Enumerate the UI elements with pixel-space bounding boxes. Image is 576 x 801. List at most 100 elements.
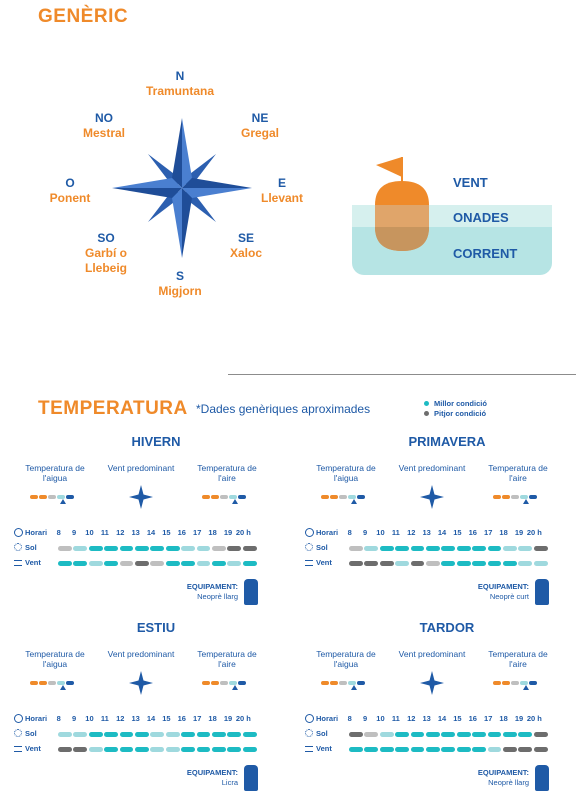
wind-bar-segment <box>58 747 72 752</box>
sun-bar-segment <box>533 546 548 551</box>
wind-bar-segment <box>211 561 226 566</box>
equipment-info: EQUIPAMENT: Neoprè curt <box>417 582 529 602</box>
hour-label: 10 <box>376 714 385 723</box>
scale-segment <box>220 681 228 685</box>
col-label-air: Temperatura de l'aire <box>488 649 548 669</box>
col-label-air: Temperatura de l'aire <box>488 463 548 483</box>
hour-label: 16 <box>177 528 186 537</box>
sun-bar <box>349 546 548 551</box>
sun-bar-segment <box>181 732 196 737</box>
hour-label: 20 h <box>526 528 542 537</box>
sun-bar-segment <box>165 732 180 737</box>
col-label-water: Temperatura de l'aigua <box>25 649 85 669</box>
scale-segment <box>348 495 356 499</box>
wind-icon <box>14 746 22 752</box>
wind-bar-segment <box>134 561 149 566</box>
hour-label: 9 <box>72 528 77 537</box>
row-label-hours: Horari <box>25 714 48 723</box>
wind-star-icon <box>129 485 153 509</box>
sun-bar-segment <box>395 546 410 551</box>
sun-bar-segment <box>196 732 211 737</box>
hour-label: 8 <box>56 714 61 723</box>
hour-label: 8 <box>347 528 352 537</box>
direction-northwest: NO Mestral <box>82 111 126 140</box>
wind-bar-segment <box>456 747 471 752</box>
scale-segment <box>502 681 510 685</box>
wind-bar-segment <box>441 561 456 566</box>
wetsuit-icon <box>244 579 258 605</box>
equipment-value: Neoprè llarg <box>197 592 238 601</box>
hour-label: 17 <box>484 528 493 537</box>
generic-title: GENÈRIC <box>38 6 129 27</box>
direction-southwest: SO Garbí o Llebeig <box>84 231 127 275</box>
scale-segment <box>348 681 356 685</box>
wind-bar <box>58 561 257 566</box>
air-scale <box>202 681 246 686</box>
scale-segment <box>202 681 210 685</box>
sun-bar-segment <box>456 732 471 737</box>
wind-bar-segment <box>119 561 134 566</box>
hour-label: 19 <box>514 714 524 723</box>
hour-label: 12 <box>407 528 416 537</box>
sun-bar-segment <box>487 732 502 737</box>
wind-bar-segment <box>150 747 165 752</box>
hours-row: 8 9 10 11 12 13 14 15 16 17 18 19 20 h <box>51 714 251 723</box>
wind-bar-segment <box>364 561 379 566</box>
scale-segment <box>66 681 74 685</box>
hour-label: 11 <box>100 714 109 723</box>
hour-label: 15 <box>162 714 171 723</box>
row-label-sun: Sol <box>316 543 328 552</box>
wind-bar-segment <box>88 561 103 566</box>
hour-label: 18 <box>208 528 217 537</box>
wind-bar-segment <box>349 561 363 566</box>
scale-segment <box>321 495 329 499</box>
hour-label: 18 <box>208 714 217 723</box>
wind-bar-segment <box>472 747 487 752</box>
hour-label: 11 <box>391 528 400 537</box>
direction-northeast: NE Gregal <box>240 111 279 140</box>
col-label-air: Temperatura de l'aire <box>197 649 257 669</box>
scale-segment <box>330 495 338 499</box>
sun-bar-segment <box>73 546 88 551</box>
row-label-hours: Horari <box>316 528 339 537</box>
sun-bar-segment <box>364 732 379 737</box>
col-label-wind: Vent predominant <box>107 649 175 659</box>
wind-icon <box>305 560 313 566</box>
air-scale-marker-icon <box>232 499 238 504</box>
direction-south: S Migjorn <box>158 269 202 298</box>
clock-icon <box>14 528 23 537</box>
wind-bar-segment <box>502 561 517 566</box>
hours-row: 8 9 10 11 12 13 14 15 16 17 18 19 20 h <box>342 528 542 537</box>
wind-bar-segment <box>73 747 88 752</box>
wind-icon <box>14 560 22 566</box>
equipment-value: Neoprè llarg <box>488 778 529 787</box>
sun-icon <box>305 543 313 551</box>
wind-bar-segment <box>364 747 379 752</box>
scale-segment <box>339 681 347 685</box>
wind-bar-segment <box>518 561 533 566</box>
hour-label: 15 <box>162 528 171 537</box>
sun-bar-segment <box>395 732 410 737</box>
sun-bar-segment <box>410 546 425 551</box>
hour-label: 14 <box>146 714 156 723</box>
direction-west: O Ponent <box>49 176 91 205</box>
sun-bar-segment <box>150 546 165 551</box>
sun-icon <box>14 729 22 737</box>
hour-label: 20 h <box>235 528 251 537</box>
wind-star-icon <box>420 485 444 509</box>
sun-icon <box>14 543 22 551</box>
sun-bar-segment <box>441 732 456 737</box>
season-title: ESTIU <box>136 620 176 635</box>
wind-star-icon <box>420 671 444 695</box>
hour-label: 14 <box>437 528 447 537</box>
wind-bar-segment <box>349 747 363 752</box>
wind-bar-segment <box>518 747 533 752</box>
hour-label: 12 <box>116 528 125 537</box>
sun-bar-segment <box>211 732 226 737</box>
row-label-sun: Sol <box>25 729 37 738</box>
wind-bar-segment <box>502 747 517 752</box>
sun-bar-segment <box>134 732 149 737</box>
hour-label: 17 <box>484 714 493 723</box>
legend-worst-dot <box>424 411 429 416</box>
hour-label: 13 <box>422 714 431 723</box>
